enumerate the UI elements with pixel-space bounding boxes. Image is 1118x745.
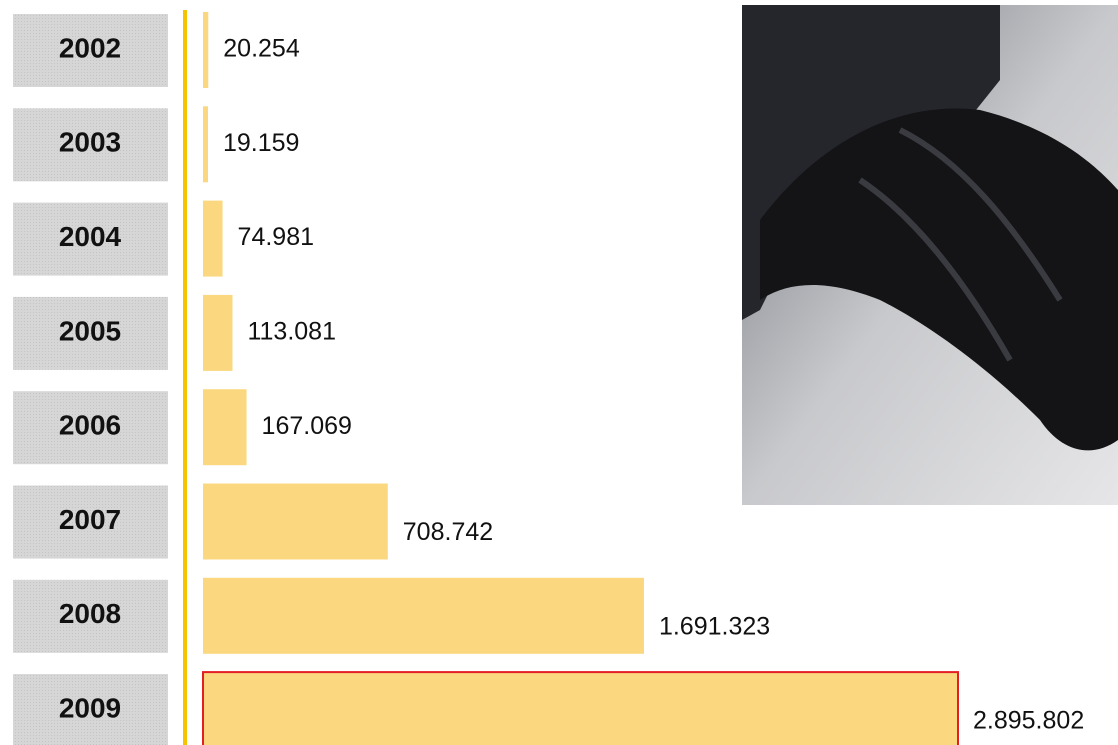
bar xyxy=(203,201,223,277)
bar xyxy=(203,672,958,745)
value-label: 74.981 xyxy=(238,223,314,251)
bar xyxy=(203,106,208,182)
photo xyxy=(742,5,1118,505)
category-label: 2006 xyxy=(59,410,121,441)
value-label: 708.742 xyxy=(403,518,493,546)
category-label: 2005 xyxy=(59,315,121,346)
value-label: 2.895.802 xyxy=(973,707,1084,735)
category-label: 2003 xyxy=(59,127,121,158)
value-label: 19.159 xyxy=(223,129,299,157)
bar xyxy=(203,484,388,560)
category-label: 2002 xyxy=(59,32,121,63)
category-label: 2007 xyxy=(59,504,121,535)
value-label: 20.254 xyxy=(223,35,300,63)
chart: 2002 20.254 2003 19.159 2004 74.981 2005 113.08… xyxy=(0,0,1118,745)
value-label: 1.691.323 xyxy=(659,612,770,640)
category-label: 2004 xyxy=(59,221,122,252)
bar xyxy=(203,389,247,465)
category-label: 2008 xyxy=(59,598,121,629)
value-label: 113.081 xyxy=(247,318,336,346)
bar xyxy=(203,12,208,88)
bar xyxy=(203,295,232,371)
bar xyxy=(203,578,644,654)
category-label: 2009 xyxy=(59,692,121,723)
value-label: 167.069 xyxy=(262,412,352,440)
